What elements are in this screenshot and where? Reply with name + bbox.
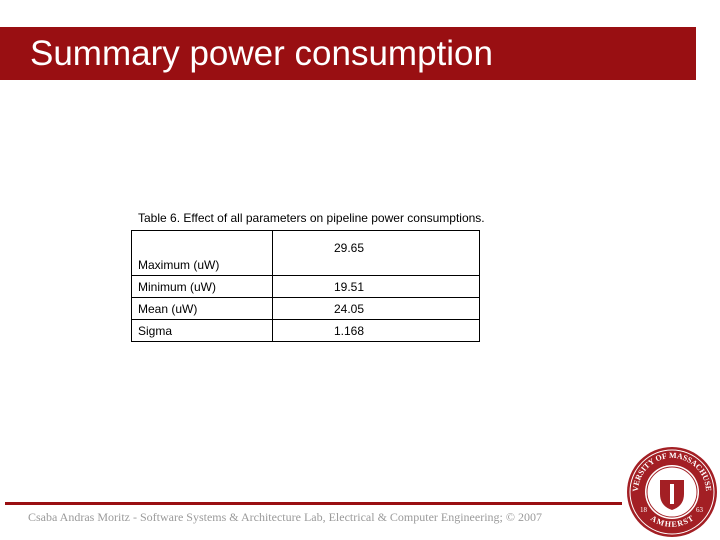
seal-year-right: 63 xyxy=(696,506,704,514)
table-cell: Minimum (uW) xyxy=(131,275,273,298)
table-cell: 29.65 xyxy=(272,230,480,276)
table-cell: Sigma xyxy=(131,319,273,342)
table-row: Minimum (uW) 19.51 xyxy=(131,275,480,298)
table-cell: 24.05 xyxy=(272,297,480,320)
footer-rule xyxy=(5,502,622,505)
table-cell: 1.168 xyxy=(272,319,480,342)
title-bar xyxy=(0,27,696,80)
table-row: Maximum (uW) 29.65 xyxy=(131,230,480,276)
table-row: Sigma 1.168 xyxy=(131,319,480,342)
slide-title: Summary power consumption xyxy=(30,34,493,73)
footer-text: Csaba Andras Moritz - Software Systems &… xyxy=(28,510,542,524)
table-cell: Mean (uW) xyxy=(131,297,273,320)
table-cell: 19.51 xyxy=(272,275,480,298)
seal-year-left: 18 xyxy=(640,506,648,514)
table-caption: Table 6. Effect of all parameters on pip… xyxy=(138,211,485,225)
table-cell: Maximum (uW) xyxy=(131,230,273,276)
table-row: Mean (uW) 24.05 xyxy=(131,297,480,320)
university-seal: UNIVERSITY OF MASSACHUSETTS AMHERST 18 6… xyxy=(626,446,717,537)
data-table: Maximum (uW) 29.65 Minimum (uW) 19.51 Mean (… xyxy=(131,230,480,342)
